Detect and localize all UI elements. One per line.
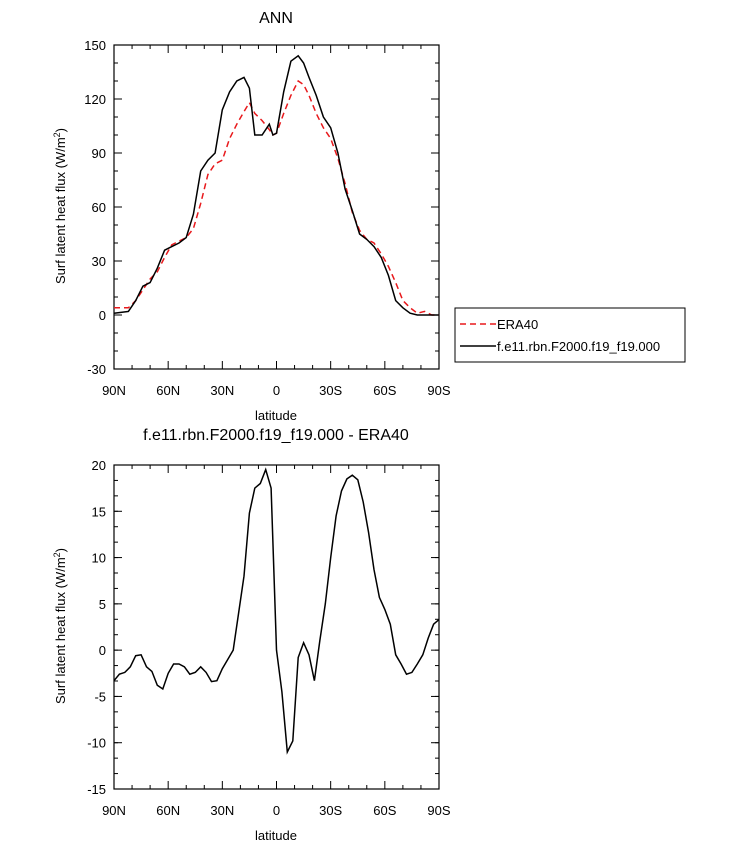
- x-axis-label: latitude: [255, 408, 297, 423]
- series-line-f-e11-rbn-f2000-f19-f19-000: [113, 54, 439, 316]
- y-tick-label: 20: [92, 458, 106, 473]
- y-tick-label: 60: [92, 200, 106, 215]
- chart-panel-annual: ANN Surf latent heat flux (W/m2) latitud…: [52, 10, 686, 423]
- chart-title: ANN: [259, 10, 293, 27]
- x-tick-label: 30N: [210, 803, 234, 818]
- y-tick-label: 30: [92, 254, 106, 269]
- y-tick-label: 90: [92, 146, 106, 161]
- y-tick-label: -15: [87, 782, 106, 797]
- y-tick-label: 10: [92, 551, 106, 566]
- series-line-difference: [113, 467, 440, 755]
- y-tick-label: -10: [87, 736, 106, 751]
- legend-label: ERA40: [497, 317, 538, 332]
- y-tick-label: 5: [99, 597, 106, 612]
- y-tick-label: -5: [94, 689, 106, 704]
- x-tick-label: 90S: [427, 383, 450, 398]
- y-tick-label: 0: [99, 308, 106, 323]
- x-tick-label: 30S: [319, 383, 342, 398]
- x-tick-label: 90S: [427, 803, 450, 818]
- legend-label: f.e11.rbn.F2000.f19_f19.000: [497, 339, 660, 354]
- x-tick-label: 90N: [102, 803, 126, 818]
- x-tick-label: 60N: [156, 803, 180, 818]
- x-tick-label: 60S: [373, 803, 396, 818]
- y-axis-label: Surf latent heat flux (W/m2): [52, 548, 68, 704]
- x-tick-label: 60S: [373, 383, 396, 398]
- legend: ERA40 f.e11.rbn.F2000.f19_f19.000: [454, 307, 686, 363]
- x-tick-label: 90N: [102, 383, 126, 398]
- chart-panel-difference: f.e11.rbn.F2000.f19_f19.000 - ERA40 Surf…: [52, 427, 451, 843]
- x-tick-label: 60N: [156, 383, 180, 398]
- plot-frame: [113, 44, 440, 370]
- x-axis-label: latitude: [255, 828, 297, 843]
- y-tick-label: 0: [99, 643, 106, 658]
- legend-box: [454, 307, 686, 363]
- x-tick-label: 0: [273, 803, 280, 818]
- y-tick-label: -30: [87, 362, 106, 377]
- y-tick-label: 150: [84, 38, 106, 53]
- x-tick-label: 30N: [210, 383, 234, 398]
- plot-area: 90N 60N 30N 0 30S 60S 90S -15 -10 -5 0 5 10 15 20: [87, 458, 451, 818]
- x-tick-label: 0: [273, 383, 280, 398]
- chart-title: f.e11.rbn.F2000.f19_f19.000 - ERA40: [143, 427, 409, 444]
- y-axis-label: Surf latent heat flux (W/m2): [52, 128, 68, 284]
- x-tick-label: 30S: [319, 803, 342, 818]
- y-tick-label: 15: [92, 504, 106, 519]
- y-tick-label: 120: [84, 92, 106, 107]
- plot-area: 90N 60N 30N 0 30S 60S 90S -30 0 30 60 90 120 150: [84, 38, 451, 398]
